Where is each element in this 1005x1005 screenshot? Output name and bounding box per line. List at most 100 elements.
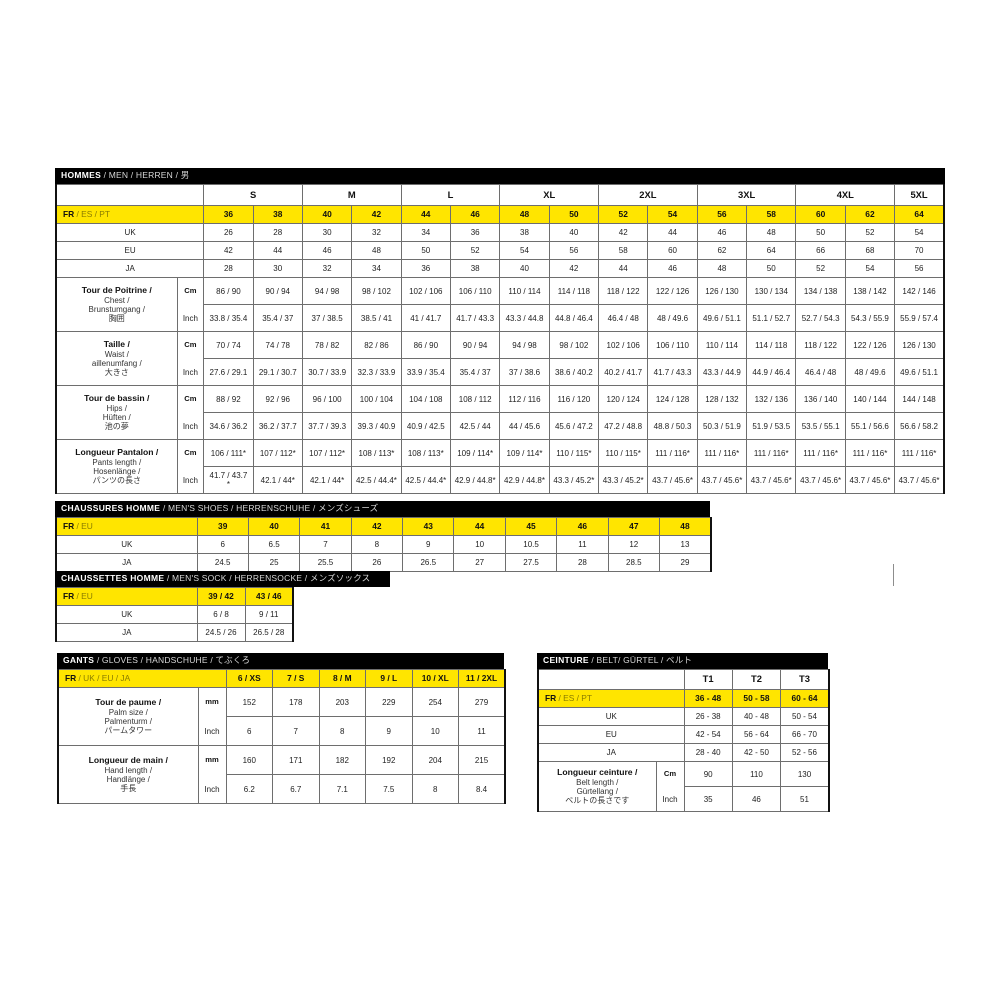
measurement-value-inch: 37.7 / 39.3	[301, 412, 353, 441]
row-key-cell: UK	[55, 223, 205, 243]
row-key-primary: FR	[63, 591, 75, 602]
measurement-value-cm: 108 / 113*	[400, 439, 451, 468]
measurement-value-cm: 122 / 126	[844, 331, 896, 360]
measurement-value-inch: 43.7 / 45.6*	[746, 466, 797, 495]
size-value-cell: 46	[647, 259, 698, 279]
measurement-value-cm: 100 / 104	[351, 385, 402, 414]
size-value-cell: 36	[400, 259, 451, 279]
size-value-cell: 32	[301, 259, 353, 279]
measurement-value-cm: 142 / 146	[894, 277, 946, 306]
measurement-value-inch: 42.5 / 44.4*	[351, 466, 402, 495]
measurement-value-inch: 42.9 / 44.8*	[499, 466, 550, 495]
size-value-cell: 52	[844, 223, 896, 243]
size-group-label: S	[203, 184, 303, 207]
measurement-value-cm: 138 / 142	[844, 277, 896, 306]
size-value-cell: 54	[499, 241, 550, 261]
measurement-value-inch: 10	[411, 716, 459, 747]
gloves-measurement-row-mm: Tour de paume / Palm size / Palmenturm / パー…	[57, 687, 506, 747]
measurement-value-cm: 110 / 114	[499, 277, 550, 306]
size-value-cell: 68	[844, 241, 896, 261]
measurement-value-cm: 144 / 148	[894, 385, 946, 414]
size-value-cell: 34	[400, 223, 451, 243]
measurement-value-cm: 78 / 82	[301, 331, 353, 360]
size-value-cell: 42	[351, 205, 402, 225]
measure-label-line: Waist /	[104, 350, 129, 359]
measurement-value-inch: 48.8 / 50.3	[647, 412, 698, 441]
size-value-cell: 56	[696, 205, 748, 225]
shoe-size-value: 26	[350, 553, 404, 573]
measure-label-line: Tour de paume /	[95, 697, 162, 708]
belt-size-value: 40 - 48	[731, 707, 782, 727]
measurement-value-cm: 94 / 98	[301, 277, 353, 306]
men-section-header: HOMMES / MEN / HERREN / 男	[55, 168, 945, 185]
measurement-value-inch: 7.1	[318, 774, 366, 805]
measurement-value-cm: 98 / 102	[351, 277, 402, 306]
shoe-size-value: 45	[504, 517, 558, 537]
measurement-value-inch: 44 / 45.6	[499, 412, 550, 441]
measure-label-line: 胸囲	[108, 314, 125, 324]
measurement-value-inch: 45.6 / 47.2	[548, 412, 600, 441]
size-value-cell: 58	[746, 205, 797, 225]
shoe-size-value: 46	[556, 517, 609, 537]
measurement-value-inch: 43.3 / 45.2*	[598, 466, 649, 495]
shoes-header-main: CHAUSSURES HOMME	[61, 503, 161, 513]
measurement-value-inch: 56.6 / 58.2	[894, 412, 946, 441]
measurement-value-inch: 47.2 / 48.8	[598, 412, 649, 441]
unit-label-primary: Cm	[176, 331, 205, 359]
row-key-cell: EU	[537, 725, 685, 745]
measurement-value-inch: 44.8 / 46.4	[548, 304, 600, 333]
measurement-value-mm: 160	[225, 745, 273, 776]
measurement-value-cm: 111 / 116*	[894, 439, 946, 468]
shoes-section-header: CHAUSSURES HOMME / MEN'S SHOES / HERRENS…	[55, 501, 710, 518]
measurement-value-inch: 55.9 / 57.4	[894, 304, 946, 333]
unit-label-secondary: Inch	[176, 304, 205, 333]
measurement-value-inch: 40.9 / 42.5	[400, 412, 451, 441]
belt-row: FR / ES / PT 36 - 48 50 - 58 60 - 64	[537, 689, 830, 709]
measurement-value-inch: 38.6 / 40.2	[548, 358, 600, 387]
shoe-size-value: 8	[350, 535, 404, 555]
measure-label-line: Chest /	[104, 296, 130, 305]
measurement-value-cm: 136 / 140	[795, 385, 846, 414]
measurement-value-cm: 104 / 108	[400, 385, 451, 414]
row-key-cell: JA	[55, 259, 205, 279]
size-value-cell: 36	[203, 205, 254, 225]
unit-label-secondary: Inch	[197, 774, 227, 805]
gloves-measurement-row-mm: Longueur de main / Hand length / Handlänge…	[57, 745, 506, 805]
shoes-row: JA 24.5 25 25.5 26 26.5 27 27.5 28 28.5 29	[55, 553, 712, 573]
measurement-value-inch: 35.4 / 37	[252, 304, 303, 333]
row-key-primary: JA	[122, 558, 132, 568]
size-group-label: L	[400, 184, 501, 207]
measurement-value-cm: 102 / 106	[400, 277, 451, 306]
measure-label-line: aillenumfang /	[91, 359, 142, 369]
belt-size-value: 36 - 48	[683, 689, 733, 709]
measurement-value-inch: 40.2 / 41.7	[598, 358, 649, 387]
row-key-cell: UK	[55, 605, 198, 625]
row-key-secondary: / ES / PT	[74, 209, 111, 220]
row-key-primary: FR	[63, 521, 75, 532]
men-size-group-row: S M L XL 2XL 3XL 4XL 5XL	[55, 184, 946, 207]
measurement-value-inch: 35.4 / 37	[449, 358, 501, 387]
measurement-value-inch: 48 / 49.6	[844, 358, 896, 387]
measurement-value-inch: 42.5 / 44.4*	[400, 466, 451, 495]
belt-size-value: 42 - 50	[731, 743, 782, 763]
shoes-size-section: CHAUSSURES HOMME / MEN'S SHOES / HERRENS…	[55, 501, 712, 573]
measurement-value-cm: 120 / 124	[598, 385, 649, 414]
belt-size-value: 52 - 56	[780, 743, 830, 763]
measurement-value-inch: 6	[225, 716, 273, 747]
measurement-label: Tour de bassin / Hips / Hüften / 池の夢	[54, 385, 178, 441]
measurement-value-mm: 178	[272, 687, 320, 718]
measurement-value-inch: 50.3 / 51.9	[696, 412, 748, 441]
measurement-value-inch: 42.1 / 44*	[301, 466, 353, 495]
shoe-size-value: 12	[607, 535, 661, 555]
measurement-value-inch: 44.9 / 46.4	[746, 358, 797, 387]
belt-size-table: T1 T2 T3 FR / ES / PT 36 - 48 50 - 58 60 - 64 U…	[537, 669, 830, 813]
shoe-size-value: 7	[299, 535, 352, 555]
measurement-value-inch: 35	[683, 786, 733, 813]
size-group-label: XL	[499, 184, 600, 207]
measurement-value-cm: 114 / 118	[746, 331, 797, 360]
row-key-cell: FR / ES / PT	[55, 205, 205, 225]
shoe-size-value: 42	[350, 517, 404, 537]
measurement-value-mm: 192	[365, 745, 413, 776]
row-key-cell: FR / UK / EU / JA	[57, 669, 227, 689]
measurement-value-cm: 110 / 115*	[548, 439, 600, 468]
